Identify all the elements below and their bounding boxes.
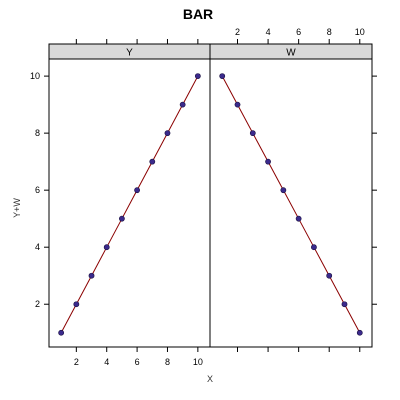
- data-point: [88, 272, 95, 279]
- panel-frame: [48, 58, 211, 348]
- data-point: [341, 301, 348, 308]
- data-point: [234, 101, 241, 108]
- data-point: [326, 272, 333, 279]
- panel-y: Y 2 4 6 8 10: [48, 39, 211, 367]
- data-point: [265, 158, 271, 165]
- data-point: [149, 158, 156, 165]
- data-point: [73, 301, 80, 308]
- x-tick-label: 4: [104, 357, 109, 367]
- x-tick-label: 2: [74, 357, 79, 367]
- x-tick-label: 8: [165, 357, 170, 367]
- x-axis-label: X: [207, 374, 213, 384]
- y-tick-label: 2: [35, 299, 40, 309]
- x-tick-label: 8: [327, 27, 332, 37]
- data-point: [179, 101, 186, 108]
- data-point: [219, 73, 226, 80]
- data-point: [194, 73, 201, 80]
- data-point: [295, 215, 302, 222]
- data-point: [103, 244, 110, 251]
- strip-label: W: [286, 48, 296, 59]
- chart-title: BAR: [183, 6, 213, 22]
- y-tick-label: 8: [35, 128, 40, 138]
- data-point: [249, 130, 256, 137]
- y-axis-label: Y+W: [12, 198, 22, 218]
- series-line: [221, 75, 361, 333]
- y-tick-label: 6: [35, 185, 40, 195]
- panel-frame: [209, 58, 373, 348]
- data-point: [58, 329, 65, 336]
- panel-w: W 2 4 6 8 10: [209, 27, 373, 352]
- x-tick-label: 2: [235, 27, 240, 37]
- data-point: [356, 329, 363, 336]
- x-tick-label: 4: [266, 27, 271, 37]
- data-point: [164, 130, 171, 137]
- y-tick-label: 4: [35, 242, 40, 252]
- series-line: [60, 75, 199, 333]
- data-point: [311, 244, 317, 251]
- x-tick-label: 6: [135, 357, 140, 367]
- strip-label: Y: [126, 48, 133, 59]
- panels: Y 2 4 6 8 10 W 2 4 6 8 10 2 4 6 8 10: [30, 27, 377, 367]
- x-tick-label: 10: [193, 357, 203, 367]
- data-point: [134, 187, 140, 194]
- data-point: [119, 215, 125, 222]
- x-tick-label: 10: [355, 27, 365, 37]
- data-point: [280, 187, 287, 194]
- x-tick-label: 6: [296, 27, 301, 37]
- y-tick-label: 10: [30, 71, 40, 81]
